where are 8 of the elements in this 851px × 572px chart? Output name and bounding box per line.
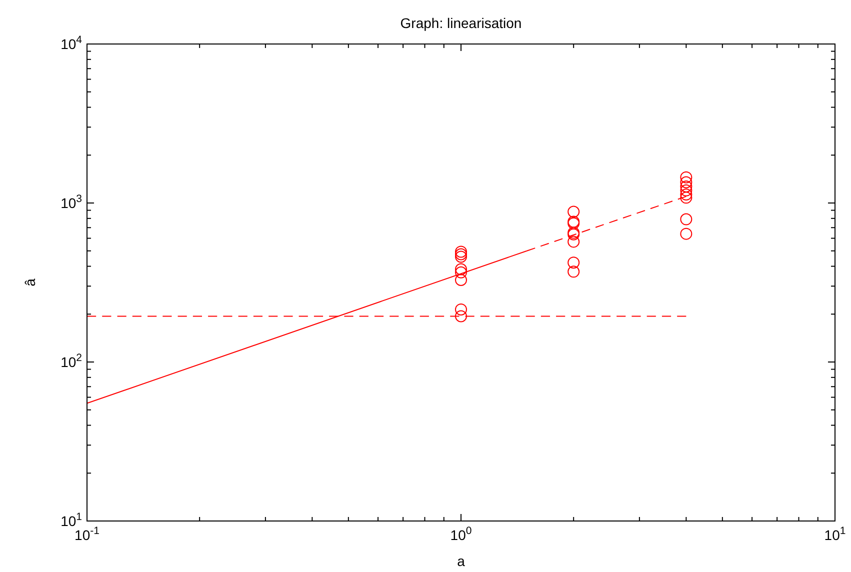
y-tick-label: 10$^{2}$ [60, 352, 82, 370]
chart-title: Graph: linearisation [400, 15, 522, 31]
x-tick-label: 10$^{1}$ [824, 525, 846, 543]
y-axis-title: â [22, 278, 38, 286]
x-tick-label: 10$^{0}$ [450, 525, 472, 543]
y-tick-label: 10$^{3}$ [60, 193, 82, 211]
x-axis-title: a [457, 553, 466, 569]
y-tick-label: 10$^{4}$ [60, 34, 82, 52]
